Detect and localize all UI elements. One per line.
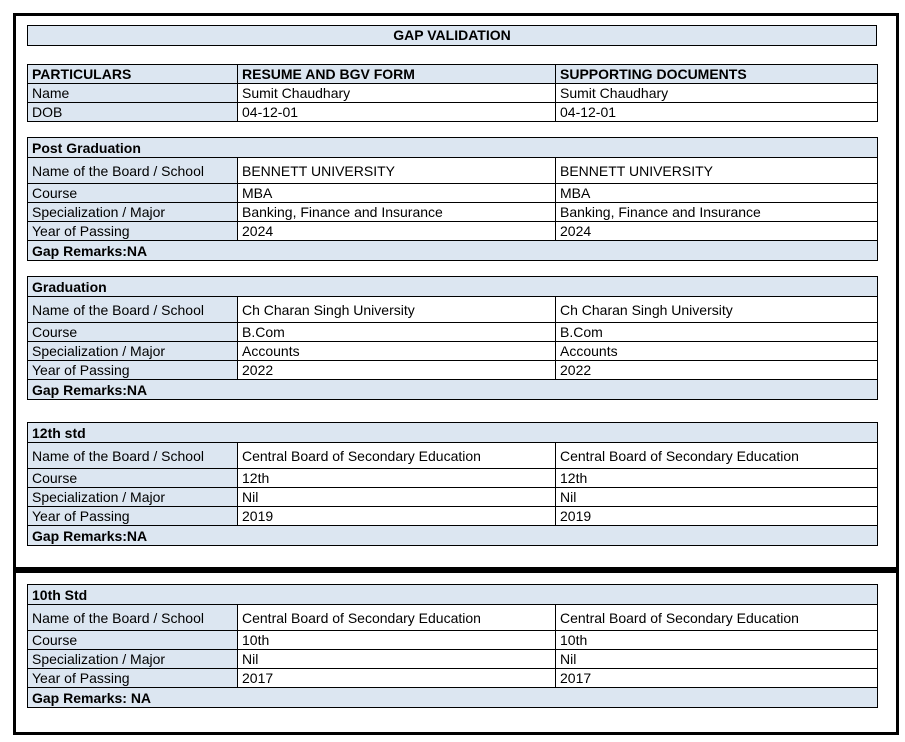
cell-year-resume: 2017 xyxy=(237,668,556,688)
row-label-board: Name of the Board / School xyxy=(27,296,238,323)
column-header-resume: RESUME AND BGV FORM xyxy=(237,64,556,84)
cell-year-supporting: 2017 xyxy=(554,668,879,688)
table-row: Name Sumit Chaudhary Sumit Chaudhary xyxy=(27,83,878,103)
row-label-specialization: Specialization / Major xyxy=(27,649,238,669)
cell-course-resume: 12th xyxy=(237,468,556,488)
cell-board-supporting: Central Board of Secondary Education xyxy=(554,604,879,631)
row-label-board: Name of the Board / School xyxy=(27,157,238,184)
cell-dob-supporting: 04-12-01 xyxy=(555,102,878,122)
gap-remarks: Gap Remarks: NA xyxy=(26,687,879,708)
cell-specialization-supporting: Nil xyxy=(554,649,879,669)
row-label-specialization: Specialization / Major xyxy=(27,487,238,507)
cell-specialization-supporting: Nil xyxy=(554,487,879,507)
cell-course-supporting: MBA xyxy=(554,183,879,203)
row-label-course: Course xyxy=(27,322,238,342)
table-row: Course 12th 12th xyxy=(27,468,879,488)
column-header-particulars: PARTICULARS xyxy=(27,64,238,84)
row-label-year: Year of Passing xyxy=(27,221,238,241)
table-row: Specialization / Major Nil Nil xyxy=(27,487,879,507)
cell-specialization-resume: Nil xyxy=(237,649,556,669)
cell-specialization-resume: Nil xyxy=(237,487,556,507)
cell-specialization-resume: Banking, Finance and Insurance xyxy=(237,202,556,222)
cell-year-supporting: 2019 xyxy=(554,506,879,526)
outer-frame-bottom: 10th Std Name of the Board / School Cent… xyxy=(13,570,899,735)
table-row: Name of the Board / School BENNETT UNIVE… xyxy=(27,157,879,184)
table-row: Course MBA MBA xyxy=(27,183,879,203)
cell-specialization-supporting: Banking, Finance and Insurance xyxy=(554,202,879,222)
cell-year-supporting: 2022 xyxy=(555,360,878,380)
table-row: Year of Passing 2019 2019 xyxy=(27,506,879,526)
section-title: Post Graduation xyxy=(26,137,879,158)
cell-course-resume: MBA xyxy=(237,183,556,203)
table-row: Name of the Board / School Central Board… xyxy=(27,442,879,469)
cell-board-supporting: Ch Charan Singh University xyxy=(555,296,878,323)
section-10th-std: 10th Std Name of the Board / School Cent… xyxy=(26,584,879,708)
cell-name-resume: Sumit Chaudhary xyxy=(237,83,556,103)
cell-specialization-resume: Accounts xyxy=(237,341,556,361)
cell-name-supporting: Sumit Chaudhary xyxy=(555,83,878,103)
row-label-board: Name of the Board / School xyxy=(27,604,238,631)
row-label-course: Course xyxy=(27,630,238,650)
cell-dob-resume: 04-12-01 xyxy=(237,102,556,122)
cell-course-supporting: B.Com xyxy=(555,322,878,342)
section-title: 10th Std xyxy=(26,584,879,605)
page-title: GAP VALIDATION xyxy=(27,25,877,46)
cell-specialization-supporting: Accounts xyxy=(555,341,878,361)
cell-board-resume: BENNETT UNIVERSITY xyxy=(237,157,556,184)
column-header-supporting: SUPPORTING DOCUMENTS xyxy=(555,64,878,84)
row-label-dob: DOB xyxy=(27,102,238,122)
row-label-year: Year of Passing xyxy=(27,506,238,526)
cell-course-resume: B.Com xyxy=(237,322,556,342)
outer-frame-top: GAP VALIDATION PARTICULARS RESUME AND BG… xyxy=(13,13,899,570)
gap-remarks: Gap Remarks:NA xyxy=(26,525,879,546)
table-row: Year of Passing 2024 2024 xyxy=(27,221,879,241)
row-label-year: Year of Passing xyxy=(27,360,238,380)
row-label-specialization: Specialization / Major xyxy=(27,341,238,361)
row-label-board: Name of the Board / School xyxy=(27,442,238,469)
table-row: Specialization / Major Accounts Accounts xyxy=(27,341,878,361)
cell-board-resume: Central Board of Secondary Education xyxy=(237,604,556,631)
section-post-graduation: Post Graduation Name of the Board / Scho… xyxy=(26,137,879,261)
cell-board-supporting: Central Board of Secondary Education xyxy=(554,442,879,469)
gap-remarks: Gap Remarks:NA xyxy=(27,379,878,400)
cell-board-resume: Ch Charan Singh University xyxy=(237,296,556,323)
table-row: Year of Passing 2017 2017 xyxy=(27,668,879,688)
section-title: 12th std xyxy=(26,422,879,443)
cell-course-resume: 10th xyxy=(237,630,556,650)
row-label-course: Course xyxy=(27,183,238,203)
cell-board-supporting: BENNETT UNIVERSITY xyxy=(554,157,879,184)
cell-year-resume: 2019 xyxy=(237,506,556,526)
particulars-table: PARTICULARS RESUME AND BGV FORM SUPPORTI… xyxy=(27,64,878,122)
cell-course-supporting: 10th xyxy=(554,630,879,650)
row-label-year: Year of Passing xyxy=(27,668,238,688)
table-row: Specialization / Major Nil Nil xyxy=(27,649,879,669)
gap-remarks: Gap Remarks:NA xyxy=(26,240,879,261)
table-row: Course 10th 10th xyxy=(27,630,879,650)
cell-course-supporting: 12th xyxy=(554,468,879,488)
row-label-name: Name xyxy=(27,83,238,103)
table-row: Specialization / Major Banking, Finance … xyxy=(27,202,879,222)
cell-year-resume: 2022 xyxy=(237,360,556,380)
section-graduation: Graduation Name of the Board / School Ch… xyxy=(27,276,878,400)
table-row: Name of the Board / School Central Board… xyxy=(27,604,879,631)
table-row: Year of Passing 2022 2022 xyxy=(27,360,878,380)
table-row: Course B.Com B.Com xyxy=(27,322,878,342)
table-row: Name of the Board / School Ch Charan Sin… xyxy=(27,296,878,323)
row-label-course: Course xyxy=(27,468,238,488)
cell-year-resume: 2024 xyxy=(237,221,556,241)
row-label-specialization: Specialization / Major xyxy=(27,202,238,222)
section-title: Graduation xyxy=(27,276,878,297)
section-12th-std: 12th std Name of the Board / School Cent… xyxy=(26,422,879,546)
table-row: DOB 04-12-01 04-12-01 xyxy=(27,102,878,122)
cell-board-resume: Central Board of Secondary Education xyxy=(237,442,556,469)
cell-year-supporting: 2024 xyxy=(554,221,879,241)
